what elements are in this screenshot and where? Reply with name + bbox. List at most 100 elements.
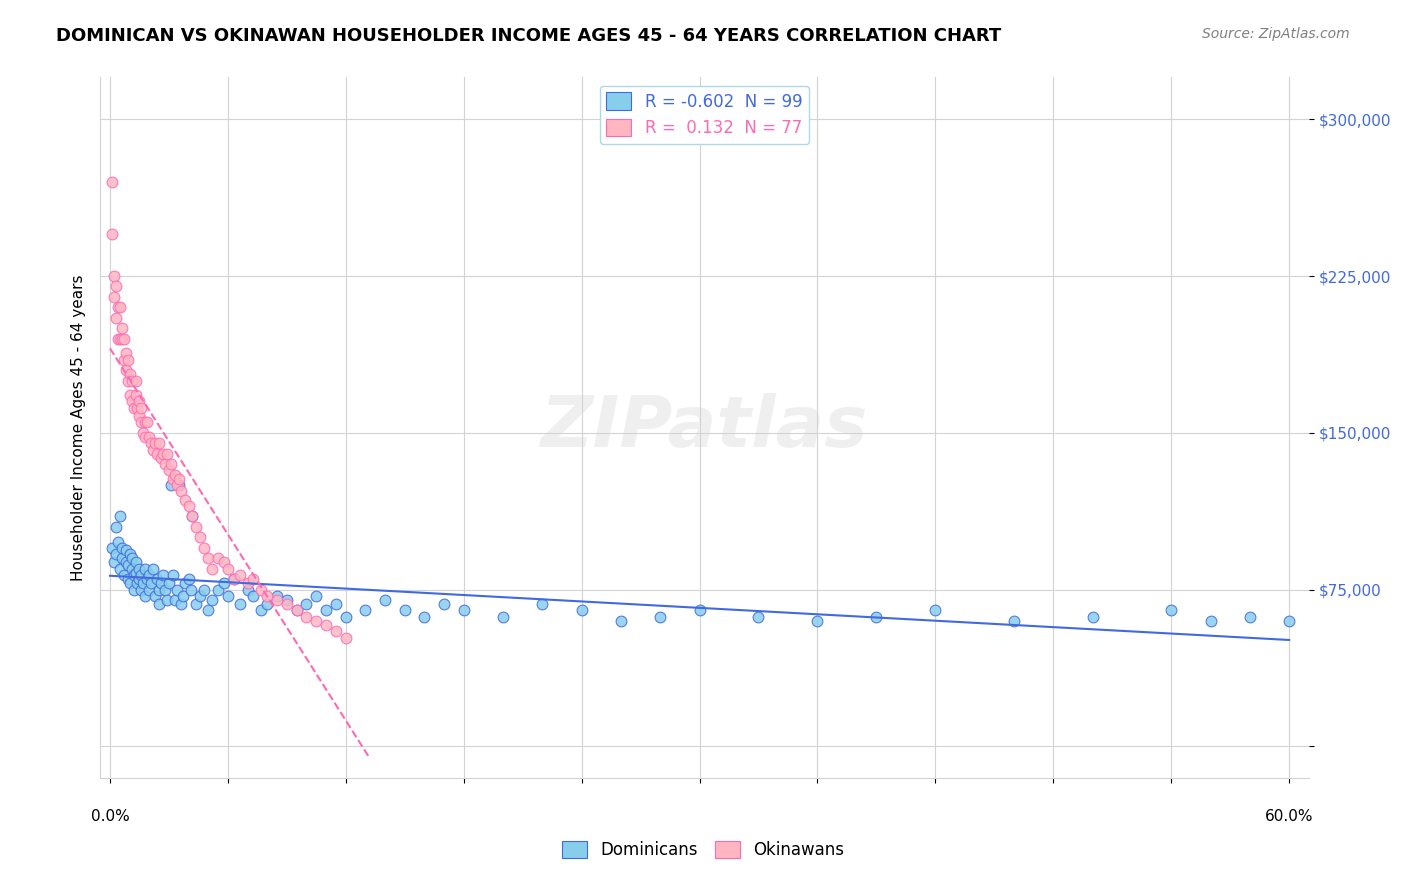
Point — [138, 568, 160, 582]
Point — [124, 556, 146, 570]
Point — [689, 603, 711, 617]
Point — [131, 582, 153, 597]
Point — [747, 609, 769, 624]
Point — [433, 597, 456, 611]
Point — [1160, 603, 1182, 617]
Point — [173, 492, 195, 507]
Point — [118, 368, 141, 382]
Point — [865, 609, 887, 624]
Point — [295, 609, 318, 624]
Point — [117, 352, 139, 367]
Point — [118, 388, 141, 402]
Point — [166, 478, 188, 492]
Point — [134, 415, 156, 429]
Point — [121, 374, 143, 388]
Point — [305, 589, 328, 603]
Point — [354, 603, 377, 617]
Point — [142, 562, 165, 576]
Point — [118, 576, 141, 591]
Point — [222, 572, 245, 586]
Point — [207, 582, 229, 597]
Point — [111, 541, 134, 555]
Point — [143, 436, 166, 450]
Point — [136, 415, 159, 429]
Point — [101, 541, 124, 555]
Point — [157, 576, 180, 591]
Point — [114, 542, 136, 557]
Point — [131, 401, 153, 415]
Point — [325, 597, 347, 611]
Point — [152, 568, 174, 582]
Point — [212, 576, 235, 591]
Point — [136, 572, 159, 586]
Point — [162, 568, 184, 582]
Point — [285, 603, 308, 617]
Point — [128, 394, 150, 409]
Point — [167, 478, 190, 492]
Point — [103, 290, 125, 304]
Point — [166, 582, 188, 597]
Point — [650, 609, 672, 624]
Point — [134, 562, 156, 576]
Point — [124, 566, 146, 580]
Point — [148, 582, 170, 597]
Point — [108, 562, 131, 576]
Text: ZIPatlas: ZIPatlas — [541, 393, 868, 462]
Point — [222, 572, 245, 586]
Point — [138, 582, 160, 597]
Point — [236, 582, 259, 597]
Point — [162, 472, 184, 486]
Point — [114, 363, 136, 377]
Text: 0.0%: 0.0% — [90, 809, 129, 824]
Point — [111, 551, 134, 566]
Point — [163, 467, 186, 482]
Point — [112, 352, 135, 367]
Point — [156, 447, 179, 461]
Point — [104, 279, 127, 293]
Point — [266, 589, 288, 603]
Point — [201, 593, 224, 607]
Point — [190, 530, 212, 544]
Point — [142, 442, 165, 457]
Legend: R = -0.602  N = 99, R =  0.132  N = 77: R = -0.602 N = 99, R = 0.132 N = 77 — [600, 86, 808, 144]
Point — [170, 597, 193, 611]
Point — [1278, 614, 1301, 628]
Point — [531, 597, 554, 611]
Point — [156, 593, 179, 607]
Point — [924, 603, 946, 617]
Point — [170, 484, 193, 499]
Point — [160, 457, 183, 471]
Point — [610, 614, 633, 628]
Point — [124, 388, 146, 402]
Point — [228, 597, 250, 611]
Point — [131, 415, 153, 429]
Point — [181, 509, 204, 524]
Point — [157, 463, 180, 477]
Point — [148, 597, 170, 611]
Point — [250, 582, 273, 597]
Point — [335, 631, 357, 645]
Point — [1239, 609, 1261, 624]
Point — [128, 562, 150, 576]
Point — [285, 603, 308, 617]
Point — [108, 332, 131, 346]
Point — [256, 589, 278, 603]
Point — [153, 582, 176, 597]
Point — [118, 547, 141, 561]
Point — [236, 576, 259, 591]
Point — [177, 572, 200, 586]
Point — [141, 436, 163, 450]
Text: DOMINICAN VS OKINAWAN HOUSEHOLDER INCOME AGES 45 - 64 YEARS CORRELATION CHART: DOMINICAN VS OKINAWAN HOUSEHOLDER INCOME… — [56, 27, 1001, 45]
Point — [207, 551, 229, 566]
Point — [134, 430, 156, 444]
Point — [453, 603, 475, 617]
Point — [108, 301, 131, 315]
Point — [180, 582, 202, 597]
Point — [121, 551, 143, 566]
Text: 60.0%: 60.0% — [1265, 809, 1313, 824]
Point — [193, 541, 215, 555]
Point — [122, 568, 145, 582]
Point — [141, 576, 163, 591]
Point — [146, 572, 169, 586]
Point — [103, 556, 125, 570]
